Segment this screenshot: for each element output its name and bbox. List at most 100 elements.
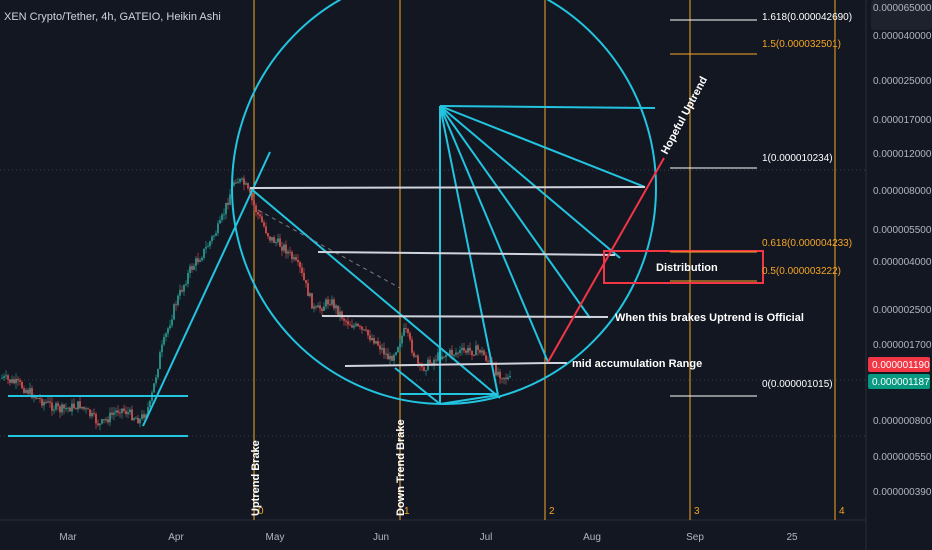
date-tick-label: Sep	[686, 532, 704, 543]
candle-body	[17, 378, 19, 381]
candle-body	[459, 349, 461, 353]
candle-body	[295, 257, 297, 261]
price-tick-label: 0.000000800	[873, 416, 932, 427]
candle-body	[81, 406, 83, 409]
candle-body	[57, 403, 59, 407]
level-high	[249, 186, 646, 189]
price-tick-label: 0.000000550	[873, 452, 932, 463]
date-tick-label: 25	[786, 532, 798, 543]
cycle-number-0: 0	[258, 506, 264, 517]
candle-body	[339, 311, 341, 316]
candle-body	[337, 305, 339, 316]
candle-body	[137, 417, 139, 424]
fib-label-1: 1(0.000010234)	[762, 153, 833, 164]
toolbar-widget[interactable]	[871, 0, 932, 30]
candle-body	[161, 344, 163, 353]
fib-label-0: 0(0.000001015)	[762, 379, 833, 390]
candle-body	[207, 246, 209, 248]
candle-body	[239, 178, 241, 182]
candle-body	[307, 283, 309, 297]
candle-body	[31, 388, 33, 398]
candle-body	[301, 267, 303, 274]
candle-body	[245, 183, 247, 185]
candle-body	[495, 363, 497, 376]
bottom-left-leg	[394, 367, 441, 405]
candle-body	[261, 216, 263, 223]
cycle-number-4: 4	[839, 506, 845, 517]
candle-body	[353, 325, 355, 328]
fib-label-15: 1.5(0.000032501)	[762, 39, 841, 50]
candle-body	[399, 343, 401, 347]
candle-body	[123, 408, 125, 411]
candle-body	[89, 409, 91, 417]
candle-body	[113, 412, 115, 415]
candle-body	[385, 353, 387, 355]
candle-body	[127, 412, 129, 415]
candle-body	[489, 360, 491, 362]
price-tick-label: 0.000040000	[873, 31, 932, 42]
candle-body	[169, 325, 171, 329]
candle-body	[473, 355, 475, 357]
candle-body	[243, 178, 245, 185]
candle-body	[283, 244, 285, 251]
candle-body	[451, 349, 453, 356]
candle-body	[421, 365, 423, 368]
candle-body	[63, 404, 65, 409]
downtrend-brake-label: Down Trend Brake	[395, 419, 407, 516]
price-badge-red	[868, 357, 930, 372]
candle-body	[149, 400, 151, 408]
candle-body	[35, 396, 37, 399]
candle-body	[197, 258, 199, 262]
candle-body	[69, 407, 71, 412]
candle-body	[363, 329, 365, 331]
candle-body	[355, 323, 357, 326]
candle-body	[189, 266, 191, 274]
candle-body	[351, 325, 353, 328]
level-distribution	[317, 251, 616, 256]
candle-body	[143, 414, 145, 419]
candle-body	[361, 326, 363, 330]
price-badge-red-value: 0.000001190	[872, 360, 930, 371]
candle-body	[125, 410, 127, 415]
candle-body	[7, 375, 9, 380]
candle-body	[263, 222, 265, 227]
candle-body	[507, 377, 509, 380]
candle-body	[121, 408, 123, 413]
candle-body	[129, 409, 131, 413]
candle-body	[345, 320, 347, 322]
candle-body	[271, 237, 273, 241]
candle-body	[65, 408, 67, 410]
candle-body	[179, 289, 181, 296]
candle-body	[223, 214, 225, 216]
candle-body	[185, 283, 187, 285]
chart-title: XEN Crypto/Tether, 4h, GATEIO, Heikin As…	[4, 11, 221, 23]
candle-body	[103, 419, 105, 421]
candle-body	[39, 398, 41, 400]
candle-body	[409, 333, 411, 340]
candle-body	[203, 248, 205, 258]
candle-body	[85, 408, 87, 410]
candle-body	[289, 251, 291, 253]
candle-body	[97, 423, 99, 426]
distribution-label: Distribution	[656, 262, 718, 274]
fib-label-1618: 1.618(0.000042690)	[762, 12, 852, 23]
fan-line-4	[439, 105, 549, 363]
hopeful-uptrend-line	[547, 157, 665, 363]
candle-body	[111, 412, 113, 415]
fib-label-05: 0.5(0.000003222)	[762, 266, 841, 277]
candle-body	[369, 335, 371, 341]
price-tick-label: 0.000065000	[873, 3, 932, 14]
candle-body	[387, 353, 389, 360]
candle-body	[383, 347, 385, 355]
official-break-label: When this brakes Uptrend is Official	[615, 312, 804, 324]
candle-body	[371, 338, 373, 341]
candle-body	[229, 194, 231, 205]
candle-body	[27, 389, 29, 394]
candle-body	[429, 359, 431, 364]
candle-body	[357, 323, 359, 327]
price-tick-label: 0.000012000	[873, 149, 932, 160]
candle-body	[117, 410, 119, 413]
fan-line-5	[439, 105, 499, 396]
